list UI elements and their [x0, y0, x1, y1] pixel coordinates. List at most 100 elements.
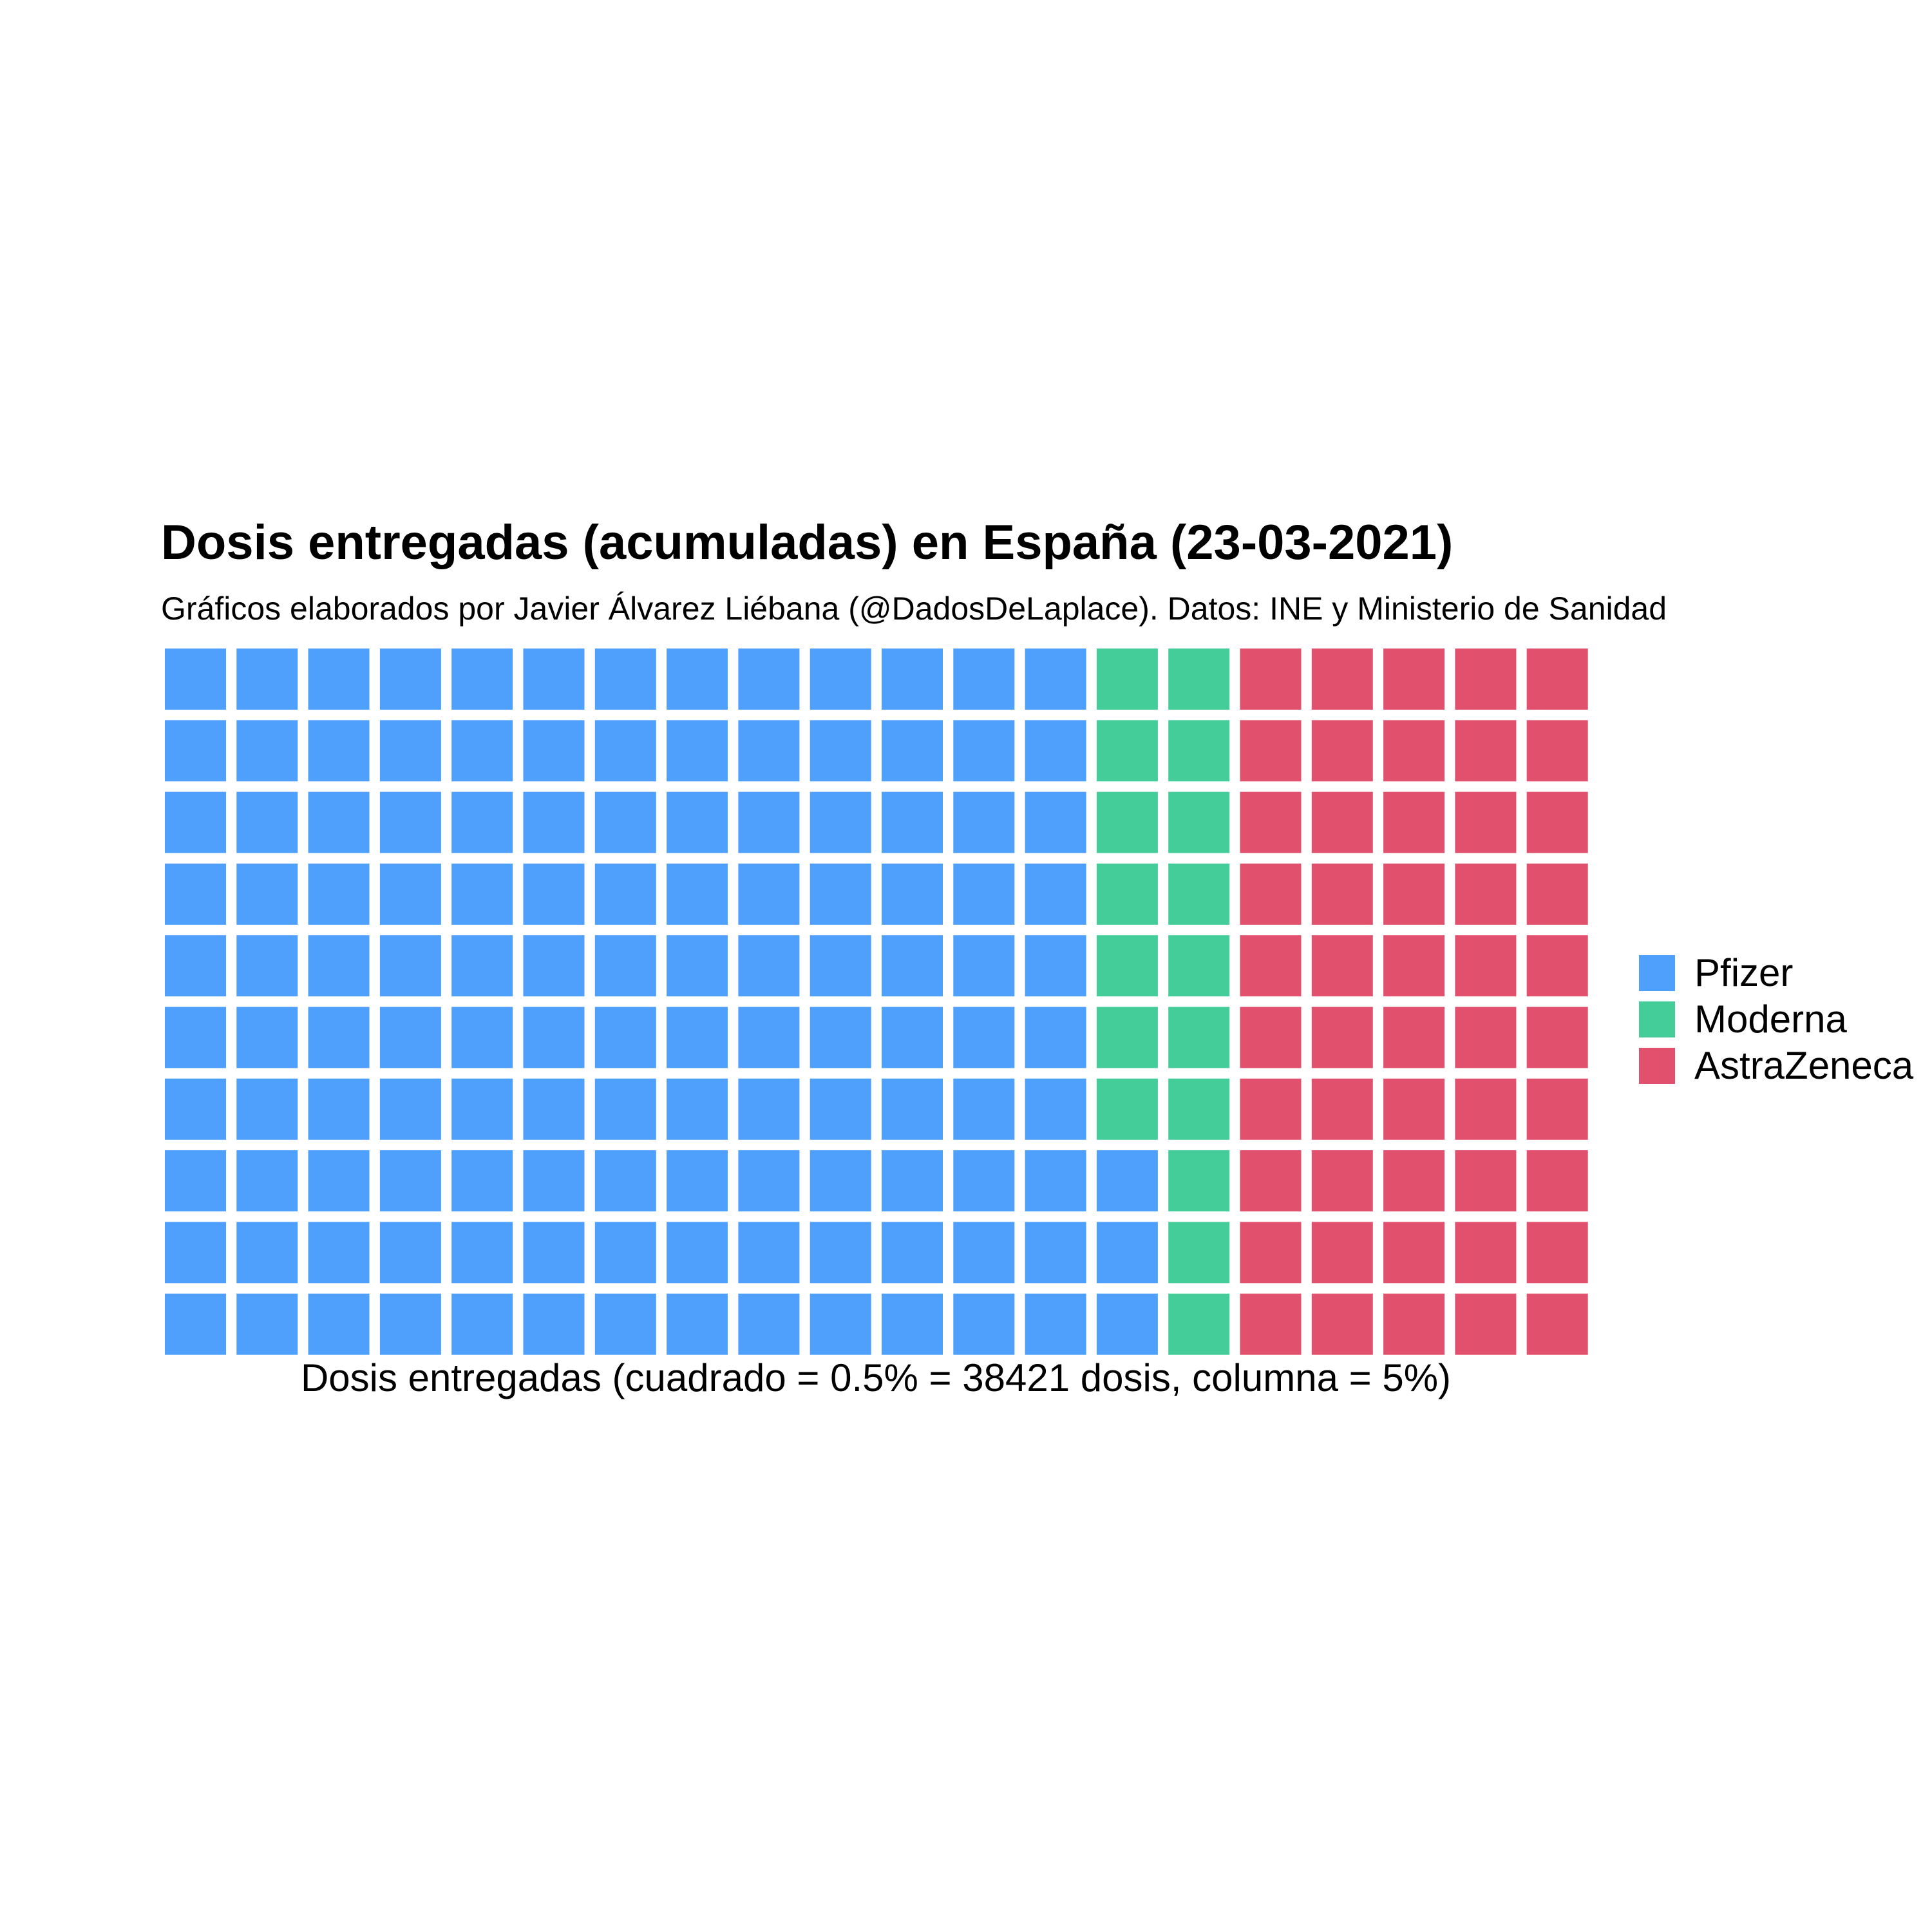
waffle-square-pfizer: [379, 1293, 441, 1355]
waffle-square-pfizer: [1025, 720, 1086, 782]
waffle-square-astrazeneca: [1526, 649, 1588, 710]
waffle-square-astrazeneca: [1311, 1078, 1373, 1140]
waffle-square-pfizer: [810, 863, 871, 925]
waffle-square-pfizer: [810, 649, 871, 710]
waffle-square-pfizer: [165, 935, 226, 997]
waffle-square-moderna: [1168, 1007, 1230, 1068]
waffle-square-pfizer: [667, 791, 728, 853]
waffle-square-pfizer: [1025, 1293, 1086, 1355]
waffle-square-pfizer: [1025, 1007, 1086, 1068]
waffle-square-astrazeneca: [1240, 1150, 1302, 1212]
waffle-square-moderna: [1168, 863, 1230, 925]
waffle-square-astrazeneca: [1383, 1222, 1445, 1283]
waffle-square-astrazeneca: [1455, 863, 1517, 925]
waffle-square-moderna: [1096, 935, 1158, 997]
waffle-square-pfizer: [953, 1007, 1015, 1068]
waffle-square-pfizer: [1025, 1078, 1086, 1140]
waffle-square-pfizer: [882, 935, 943, 997]
waffle-square-moderna: [1168, 1150, 1230, 1212]
waffle-square-pfizer: [594, 649, 656, 710]
waffle-square-astrazeneca: [1455, 1293, 1517, 1355]
waffle-square-moderna: [1096, 649, 1158, 710]
waffle-square-pfizer: [451, 863, 513, 925]
legend-item-moderna: Moderna: [1639, 996, 1913, 1043]
waffle-square-moderna: [1168, 1078, 1230, 1140]
waffle-square-moderna: [1168, 720, 1230, 782]
waffle-square-astrazeneca: [1311, 1150, 1373, 1212]
waffle-square-pfizer: [810, 1293, 871, 1355]
waffle-square-pfizer: [1096, 1293, 1158, 1355]
chart-title: Dosis entregadas (acumuladas) en España …: [161, 515, 1454, 570]
waffle-square-pfizer: [667, 1293, 728, 1355]
waffle-square-astrazeneca: [1526, 863, 1588, 925]
legend-label: Moderna: [1694, 998, 1847, 1041]
waffle-square-pfizer: [451, 1007, 513, 1068]
waffle-square-pfizer: [379, 1078, 441, 1140]
waffle-square-pfizer: [236, 1222, 298, 1283]
waffle-square-pfizer: [738, 1150, 800, 1212]
waffle-square-pfizer: [882, 1150, 943, 1212]
waffle-square-pfizer: [667, 720, 728, 782]
waffle-square-pfizer: [882, 1293, 943, 1355]
waffle-square-pfizer: [882, 720, 943, 782]
waffle-square-pfizer: [594, 1222, 656, 1283]
waffle-square-pfizer: [594, 935, 656, 997]
waffle-square-pfizer: [953, 863, 1015, 925]
waffle-square-astrazeneca: [1240, 1007, 1302, 1068]
legend-key: [1639, 955, 1675, 991]
waffle-square-pfizer: [1025, 1150, 1086, 1212]
waffle-square-astrazeneca: [1240, 1293, 1302, 1355]
waffle-square-pfizer: [882, 1222, 943, 1283]
waffle-square-pfizer: [236, 1150, 298, 1212]
waffle-square-astrazeneca: [1240, 1222, 1302, 1283]
waffle-square-pfizer: [523, 1150, 585, 1212]
waffle-square-pfizer: [523, 1222, 585, 1283]
waffle-square-pfizer: [451, 791, 513, 853]
waffle-square-astrazeneca: [1311, 1222, 1373, 1283]
waffle-square-pfizer: [810, 1007, 871, 1068]
waffle-square-pfizer: [810, 720, 871, 782]
waffle-square-pfizer: [236, 1007, 298, 1068]
waffle-square-pfizer: [1096, 1222, 1158, 1283]
waffle-square-pfizer: [451, 935, 513, 997]
waffle-square-pfizer: [738, 935, 800, 997]
waffle-square-astrazeneca: [1455, 935, 1517, 997]
waffle-square-pfizer: [738, 791, 800, 853]
waffle-square-pfizer: [165, 863, 226, 925]
waffle-square-astrazeneca: [1383, 649, 1445, 710]
waffle-square-astrazeneca: [1526, 720, 1588, 782]
waffle-square-astrazeneca: [1526, 935, 1588, 997]
waffle-square-pfizer: [523, 1007, 585, 1068]
waffle-square-pfizer: [308, 1150, 370, 1212]
waffle-square-pfizer: [379, 649, 441, 710]
waffle-square-pfizer: [953, 720, 1015, 782]
waffle-square-pfizer: [1025, 791, 1086, 853]
legend-label: Pfizer: [1694, 951, 1794, 994]
waffle-square-pfizer: [236, 791, 298, 853]
waffle-square-astrazeneca: [1383, 935, 1445, 997]
waffle-square-astrazeneca: [1526, 1078, 1588, 1140]
waffle-square-astrazeneca: [1311, 649, 1373, 710]
waffle-square-moderna: [1168, 1293, 1230, 1355]
waffle-square-pfizer: [594, 1078, 656, 1140]
waffle-square-moderna: [1168, 791, 1230, 853]
waffle-square-moderna: [1168, 935, 1230, 997]
waffle-square-pfizer: [594, 863, 656, 925]
waffle-square-astrazeneca: [1455, 720, 1517, 782]
waffle-square-pfizer: [1025, 935, 1086, 997]
waffle-square-pfizer: [953, 649, 1015, 710]
waffle-square-astrazeneca: [1311, 1293, 1373, 1355]
waffle-square-astrazeneca: [1526, 1007, 1588, 1068]
waffle-square-pfizer: [236, 863, 298, 925]
waffle-square-pfizer: [523, 720, 585, 782]
waffle-square-pfizer: [379, 1150, 441, 1212]
waffle-square-pfizer: [308, 935, 370, 997]
waffle-square-pfizer: [308, 720, 370, 782]
waffle-square-astrazeneca: [1526, 1150, 1588, 1212]
waffle-square-pfizer: [523, 791, 585, 853]
legend: Pfizer Moderna AstraZeneca: [1639, 950, 1913, 1089]
waffle-square-astrazeneca: [1455, 1222, 1517, 1283]
waffle-square-pfizer: [523, 935, 585, 997]
waffle-square-pfizer: [451, 1150, 513, 1212]
waffle-square-pfizer: [594, 1007, 656, 1068]
